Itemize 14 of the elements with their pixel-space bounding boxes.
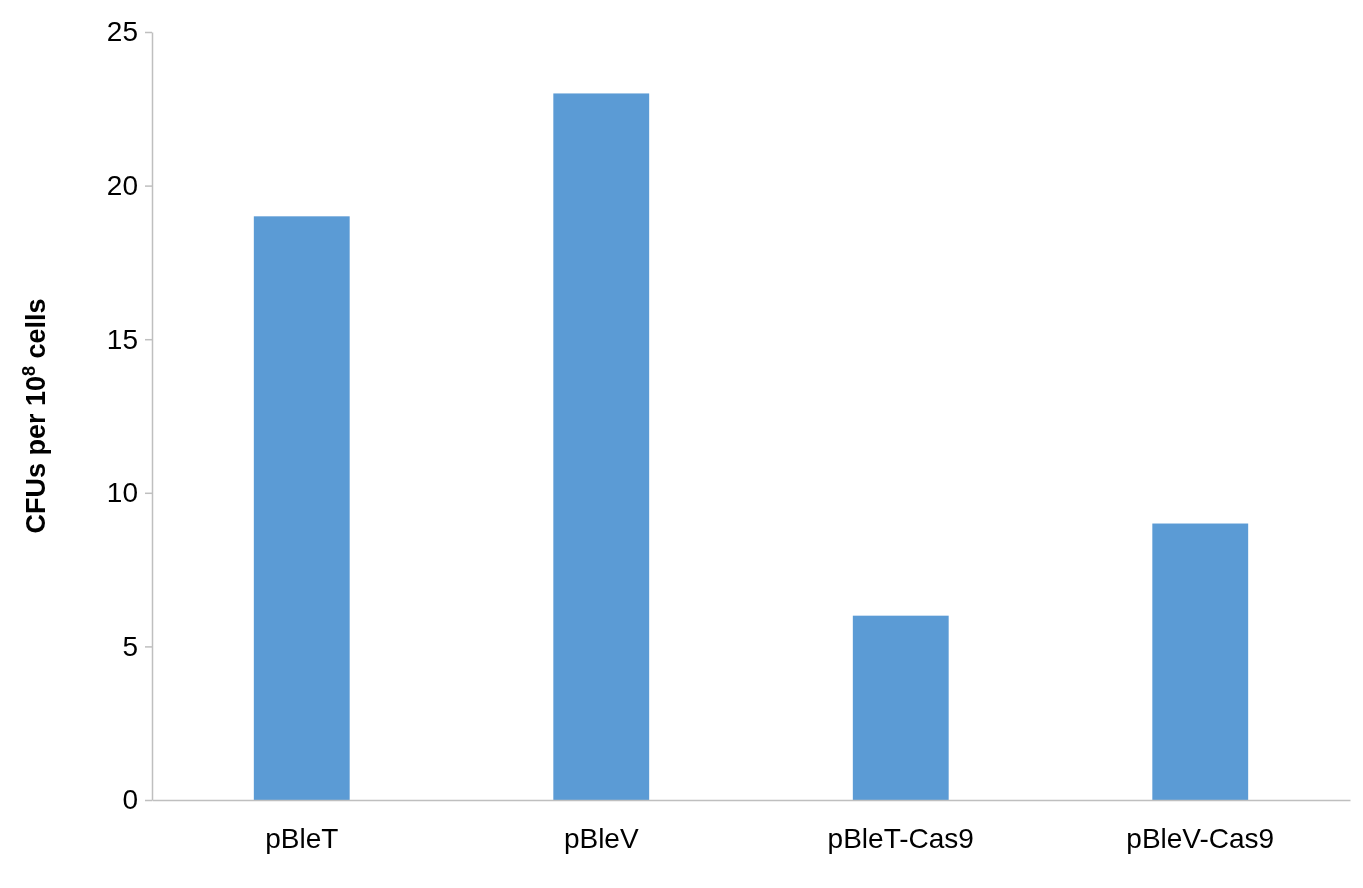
bar [553,93,650,800]
x-tick-label: pBleV [563,822,639,854]
y-tick-label: 25 [106,16,138,48]
y-tick-label: 20 [106,170,138,202]
y-tick-label: 15 [106,323,138,355]
bar [852,615,949,800]
x-tick-label: pBleV-Cas9 [1126,822,1275,854]
x-tick-label: pBleT [265,822,339,854]
bar [253,216,350,800]
y-tick-label: 0 [122,784,138,816]
y-tick-label: 5 [122,630,138,662]
y-tick-label: 10 [106,477,138,509]
bar [1152,523,1249,800]
x-tick-label: pBleT-Cas9 [827,822,974,854]
